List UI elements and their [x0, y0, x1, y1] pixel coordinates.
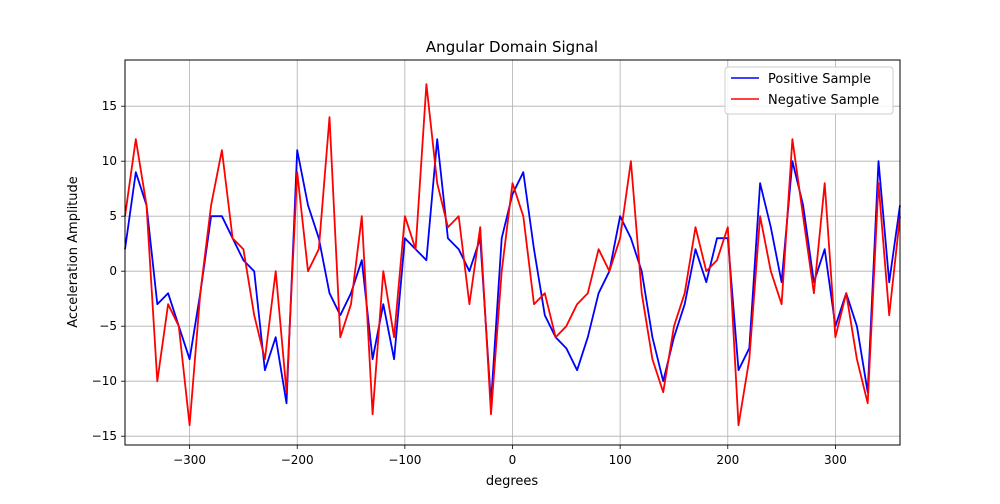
y-tick-label: 15 — [102, 99, 117, 113]
y-tick-label: 10 — [102, 154, 117, 168]
y-tick-label: −5 — [99, 319, 117, 333]
x-axis-ticks: −300 −200 −100 0 100 200 300 — [173, 445, 847, 467]
series-line-negative-sample — [124, 83, 901, 427]
series-line-positive-sample — [124, 138, 901, 405]
y-axis-ticks: −15 −10 −5 0 5 10 15 — [92, 99, 125, 443]
legend-label-positive-sample: Positive Sample — [768, 72, 871, 87]
x-tick-label: 300 — [824, 453, 847, 467]
legend-box — [724, 66, 894, 115]
x-tick-label: −200 — [281, 453, 314, 467]
x-tick-label: −300 — [173, 453, 206, 467]
legend: Positive Sample Negative Sample — [724, 66, 894, 115]
series-group — [124, 83, 901, 427]
y-tick-label: −10 — [92, 374, 117, 388]
x-tick-label: 0 — [509, 453, 517, 467]
x-axis-label: degrees — [486, 474, 539, 489]
y-axis-label: Acceleration Amplitude — [66, 176, 81, 328]
y-tick-label: 0 — [109, 264, 117, 278]
y-tick-label: −15 — [92, 429, 117, 443]
x-tick-label: −100 — [388, 453, 421, 467]
x-tick-label: 200 — [716, 453, 739, 467]
x-tick-label: 100 — [609, 453, 632, 467]
chart-title: Angular Domain Signal — [426, 38, 598, 56]
y-tick-label: 5 — [109, 209, 117, 223]
legend-label-negative-sample: Negative Sample — [768, 93, 879, 108]
